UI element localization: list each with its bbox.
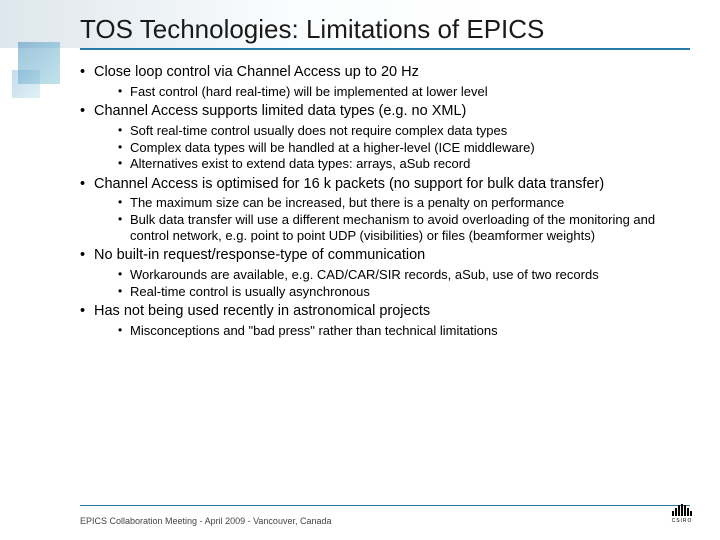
bullet-item: No built-in request/response-type of com… xyxy=(80,247,690,299)
bullet-text: Channel Access supports limited data typ… xyxy=(94,103,466,119)
sub-bullet-item: Workarounds are available, e.g. CAD/CAR/… xyxy=(118,267,690,283)
bullet-item: Channel Access supports limited data typ… xyxy=(80,103,690,171)
csiro-logo: CSIRO xyxy=(668,502,696,526)
bullet-text: No built-in request/response-type of com… xyxy=(94,247,425,263)
sub-bullet-list: Soft real-time control usually does not … xyxy=(94,123,690,172)
bullet-text: Channel Access is optimised for 16 k pac… xyxy=(94,176,604,192)
bullet-item: Has not being used recently in astronomi… xyxy=(80,303,690,338)
bullet-item: Channel Access is optimised for 16 k pac… xyxy=(80,176,690,243)
sub-bullet-item: Real-time control is usually asynchronou… xyxy=(118,284,690,300)
sub-bullet-list: The maximum size can be increased, but t… xyxy=(94,195,690,243)
bullet-list: Close loop control via Channel Access up… xyxy=(80,64,690,338)
bullet-text: Has not being used recently in astronomi… xyxy=(94,303,430,319)
sub-bullet-list: Misconceptions and "bad press" rather th… xyxy=(94,323,690,339)
sub-bullet-item: Alternatives exist to extend data types:… xyxy=(118,156,690,172)
title-underline xyxy=(80,48,690,50)
sub-bullet-item: The maximum size can be increased, but t… xyxy=(118,195,690,211)
footer-divider xyxy=(80,505,690,506)
sub-bullet-item: Misconceptions and "bad press" rather th… xyxy=(118,323,690,339)
decorative-square-small xyxy=(12,70,40,98)
sub-bullet-list: Fast control (hard real-time) will be im… xyxy=(94,84,690,100)
sub-bullet-item: Complex data types will be handled at a … xyxy=(118,140,690,156)
sub-bullet-list: Workarounds are available, e.g. CAD/CAR/… xyxy=(94,267,690,299)
bullet-text: Close loop control via Channel Access up… xyxy=(94,64,419,80)
slide-content: Close loop control via Channel Access up… xyxy=(80,64,690,500)
bullet-item: Close loop control via Channel Access up… xyxy=(80,64,690,99)
logo-label: CSIRO xyxy=(672,518,693,524)
sub-bullet-item: Soft real-time control usually does not … xyxy=(118,123,690,139)
sub-bullet-item: Fast control (hard real-time) will be im… xyxy=(118,84,690,100)
footer-text: EPICS Collaboration Meeting - April 2009… xyxy=(80,516,331,526)
logo-bars-icon xyxy=(672,504,692,516)
sub-bullet-item: Bulk data transfer will use a different … xyxy=(118,212,690,243)
slide-title: TOS Technologies: Limitations of EPICS xyxy=(80,14,544,45)
